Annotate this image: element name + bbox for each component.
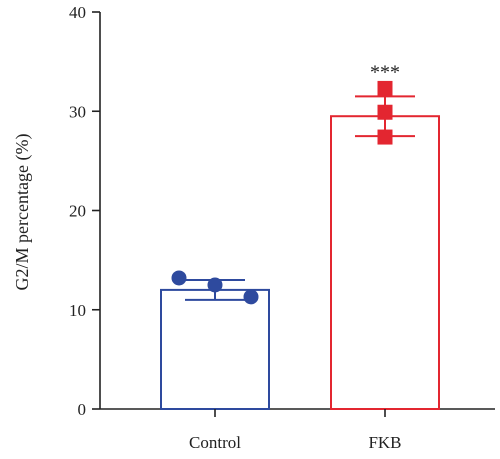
- y-axis-title: G2/M percentage (%): [12, 134, 33, 291]
- x-tick-label-fkb: FKB: [368, 433, 401, 452]
- data-point: [377, 104, 393, 120]
- bars-group: ***: [160, 61, 440, 411]
- bar-control: [160, 288, 270, 410]
- data-point: [377, 129, 393, 145]
- significance-annotation: ***: [370, 61, 400, 83]
- y-tick-label: 20: [69, 202, 86, 221]
- y-tick-label: 10: [69, 301, 86, 320]
- data-point: [207, 277, 223, 293]
- x-tick-label-control: Control: [189, 433, 241, 452]
- y-tick-label: 0: [78, 400, 87, 419]
- data-point: [243, 289, 259, 305]
- data-point: [171, 270, 187, 286]
- bar-fkb: [330, 115, 440, 411]
- y-ticks: 0 10 20 30 40: [69, 3, 100, 419]
- x-tick-labels: Control FKB: [189, 409, 402, 452]
- y-tick-label: 40: [69, 3, 86, 22]
- y-tick-label: 30: [69, 102, 86, 121]
- data-point: [377, 80, 393, 96]
